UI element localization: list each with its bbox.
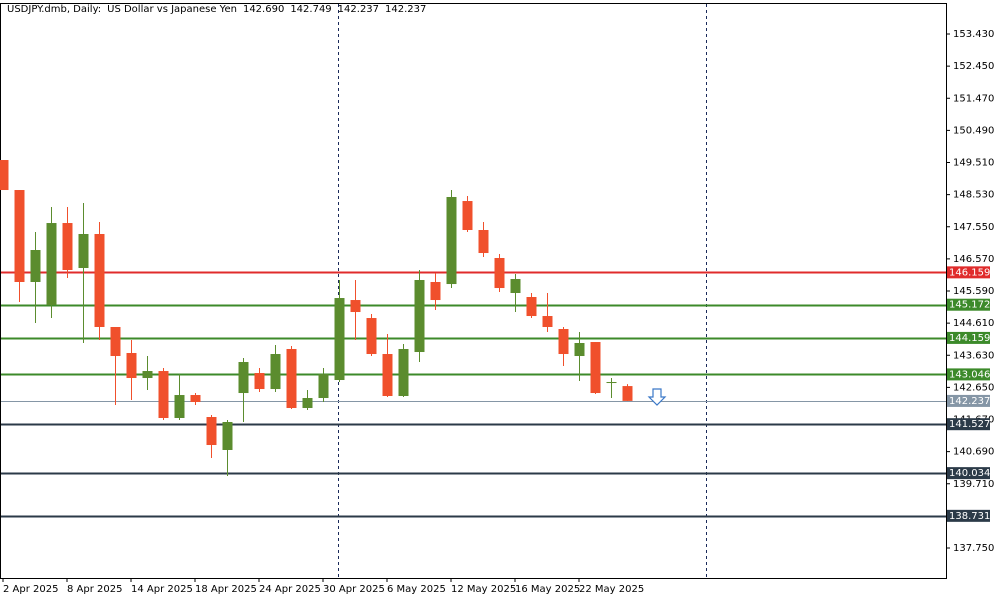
candle-body bbox=[590, 342, 601, 394]
level-label: 144.159 bbox=[949, 333, 990, 344]
y-tick-label: 145.590 bbox=[953, 286, 994, 297]
current-price-label-box bbox=[947, 394, 990, 407]
level-label: 143.046 bbox=[949, 369, 990, 380]
ohlc-close: 142.237 bbox=[385, 4, 427, 15]
sell-arrow bbox=[647, 388, 667, 406]
symbol: USDJPY.dmb, Daily: bbox=[7, 4, 102, 15]
candle-body bbox=[126, 352, 137, 379]
candle-body bbox=[382, 354, 393, 397]
x-tick-label: 2 Apr 2025 bbox=[3, 584, 58, 595]
candle-body bbox=[190, 395, 201, 403]
y-tick-label: 152.450 bbox=[953, 61, 994, 72]
candle-body bbox=[398, 348, 409, 397]
candle-body bbox=[334, 298, 345, 381]
candle-body bbox=[622, 386, 633, 401]
candle-body bbox=[142, 371, 153, 379]
plot-frame bbox=[0, 3, 947, 579]
candle-body bbox=[270, 354, 281, 390]
y-tick-label: 153.430 bbox=[953, 29, 994, 40]
candle-body bbox=[542, 316, 553, 328]
y-tick-label: 137.750 bbox=[953, 543, 994, 554]
candle-body bbox=[62, 223, 73, 270]
candle-body bbox=[78, 234, 89, 268]
y-tick-label: 150.490 bbox=[953, 125, 994, 136]
candle-body bbox=[110, 327, 121, 357]
level-label-box bbox=[947, 509, 990, 522]
candle-body bbox=[478, 230, 489, 254]
level-label-box bbox=[947, 418, 990, 431]
ohlc-high: 142.749 bbox=[290, 4, 332, 15]
level-label-box bbox=[947, 467, 990, 480]
candle-body bbox=[30, 249, 41, 282]
x-tick-label: 18 Apr 2025 bbox=[195, 584, 257, 595]
current-price-label: 142.237 bbox=[949, 396, 990, 407]
ohlc-low: 142.237 bbox=[337, 4, 380, 15]
candle-body bbox=[446, 196, 457, 285]
x-tick-label: 8 Apr 2025 bbox=[67, 584, 122, 595]
candle-body bbox=[302, 398, 313, 409]
candle-body bbox=[158, 371, 169, 418]
candle-body bbox=[0, 160, 9, 191]
level-label: 141.527 bbox=[949, 419, 990, 430]
chart-layer: 153.430 152.450 151.470 150.490 149.510 148.5… bbox=[0, 29, 994, 595]
candle-body bbox=[366, 318, 377, 355]
y-tick-label: 148.530 bbox=[953, 190, 994, 201]
chart-header: USDJPY.dmb, Daily: US Dollar vs Japanese … bbox=[7, 4, 432, 15]
candle-body bbox=[510, 279, 521, 294]
x-tick-label: 12 May 2025 bbox=[451, 584, 516, 595]
y-tick-label: 144.610 bbox=[953, 318, 994, 329]
candle-body bbox=[14, 190, 25, 282]
y-tick-label: 147.550 bbox=[953, 222, 994, 233]
candle-body bbox=[350, 300, 361, 313]
level-label: 138.731 bbox=[949, 511, 990, 522]
candle-body bbox=[574, 342, 585, 357]
candle-body bbox=[606, 382, 617, 384]
candle-body bbox=[206, 417, 217, 446]
level-label-box bbox=[947, 331, 990, 344]
level-label-box bbox=[947, 298, 990, 311]
candle-body bbox=[94, 234, 105, 328]
x-tick-label: 6 May 2025 bbox=[387, 584, 446, 595]
level-label: 140.034 bbox=[949, 468, 990, 479]
y-tick-label: 146.570 bbox=[953, 254, 994, 265]
description: US Dollar vs Japanese Yen bbox=[107, 4, 237, 15]
x-tick-label: 24 Apr 2025 bbox=[259, 584, 321, 595]
candle-body bbox=[318, 374, 329, 399]
y-tick-label: 142.650 bbox=[953, 382, 994, 393]
y-tick-label: 143.630 bbox=[953, 350, 994, 361]
candle-body bbox=[46, 223, 57, 306]
candle-body bbox=[526, 297, 537, 317]
y-tick-label: 151.470 bbox=[953, 93, 994, 104]
x-tick-label: 30 Apr 2025 bbox=[323, 584, 385, 595]
y-tick-label: 140.690 bbox=[953, 447, 994, 458]
level-label-box bbox=[947, 266, 990, 279]
ohlc-open: 142.690 bbox=[242, 4, 285, 15]
candle-body bbox=[414, 279, 425, 353]
candle-body bbox=[558, 329, 569, 355]
level-label: 145.172 bbox=[949, 300, 990, 311]
candle-body bbox=[222, 421, 233, 450]
x-tick-label: 14 Apr 2025 bbox=[131, 584, 193, 595]
candle-body bbox=[462, 201, 473, 231]
level-label-box bbox=[947, 368, 990, 381]
candle-body bbox=[430, 281, 441, 301]
candle-body bbox=[494, 257, 505, 289]
y-tick-label: 139.710 bbox=[953, 479, 994, 490]
candle-body bbox=[238, 362, 249, 394]
y-tick-label: 149.510 bbox=[953, 158, 994, 169]
candle-body bbox=[254, 373, 265, 390]
x-tick-label: 16 May 2025 bbox=[515, 584, 580, 595]
candle-body bbox=[286, 348, 297, 409]
candle-body bbox=[174, 395, 185, 418]
x-tick-label: 22 May 2025 bbox=[579, 584, 644, 595]
level-label: 146.159 bbox=[949, 267, 990, 278]
